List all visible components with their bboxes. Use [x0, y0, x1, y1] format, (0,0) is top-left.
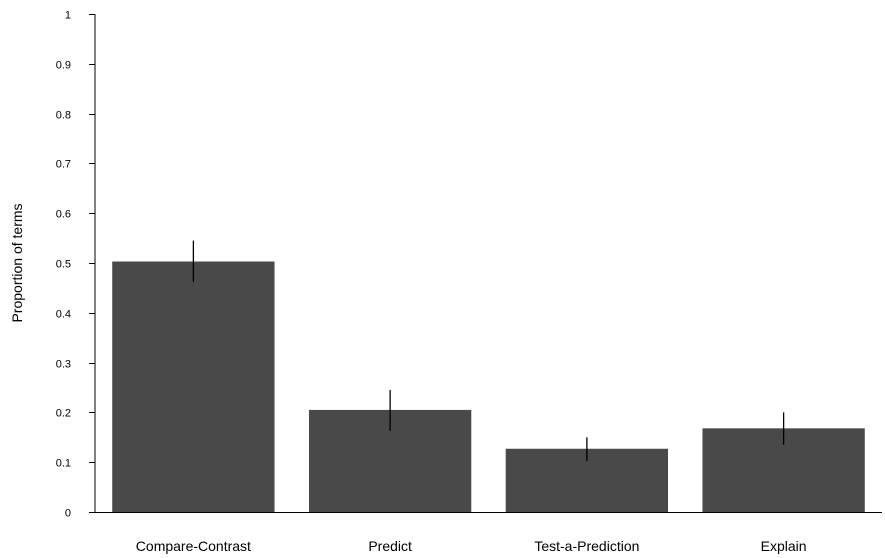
x-axis: Compare-Contrast Predict Test-a-Prediction…: [95, 513, 882, 555]
x-tick-label: Predict: [368, 538, 412, 554]
y-tick-label: 0: [65, 508, 71, 520]
x-tick-label: Explain: [761, 538, 807, 554]
bar: [112, 262, 274, 512]
x-tick-label: Test-a-Prediction: [534, 538, 639, 554]
y-tick-label: 0.1: [56, 458, 71, 470]
y-tick-label: 1: [65, 10, 71, 22]
y-tick-label: 0.8: [56, 110, 71, 122]
y-tick-label: 0.6: [56, 209, 71, 221]
x-tick-label: Compare-Contrast: [136, 538, 251, 554]
y-tick-label: 0.3: [56, 359, 71, 371]
error-bars: [193, 241, 783, 462]
y-tick-label: 0.9: [56, 60, 71, 72]
y-tick-label: 0.5: [56, 259, 71, 271]
bars: [112, 262, 865, 512]
y-axis-label: Proportion of terms: [9, 203, 25, 322]
y-tick-label: 0.4: [56, 309, 71, 321]
y-tick-label: 0.7: [56, 159, 71, 171]
y-tick-label: 0.2: [56, 408, 71, 420]
y-axis: 0 0.1 0.2 0.3 0.4 0.5 0.6 0.7 0.8 0.9 1: [56, 10, 95, 520]
